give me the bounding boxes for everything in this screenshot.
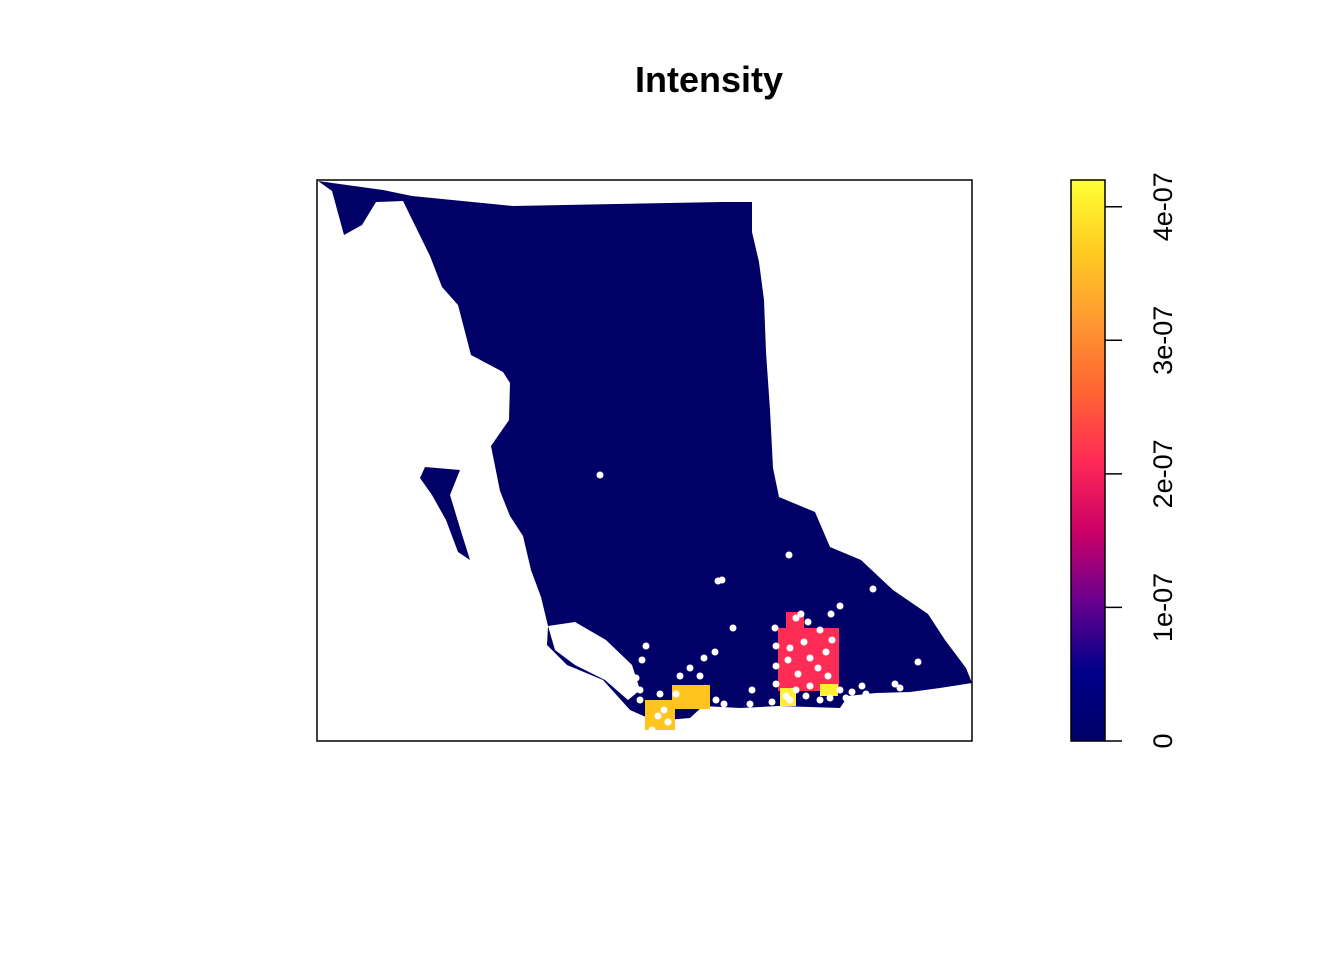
event-point: [712, 696, 720, 704]
event-point: [672, 690, 680, 698]
event-point: [596, 471, 604, 479]
event-point: [862, 690, 870, 698]
event-point: [672, 732, 680, 740]
event-point: [826, 694, 834, 702]
event-point: [814, 664, 822, 672]
event-point: [802, 692, 810, 700]
event-point: [824, 672, 832, 680]
event-point: [914, 658, 922, 666]
event-point: [842, 694, 850, 702]
event-point: [686, 664, 694, 672]
event-point: [822, 648, 830, 656]
intensity-cell-lower-mainland: [672, 685, 710, 709]
event-point: [869, 585, 877, 593]
map-base-region: [318, 181, 972, 721]
event-point: [636, 686, 644, 694]
event-point: [696, 672, 704, 680]
event-point: [772, 642, 780, 650]
event-point: [664, 718, 672, 726]
colorbar-tick-label: 0: [1148, 733, 1178, 748]
colorbar: [1070, 179, 1106, 742]
intensity-cell-south-okanagan: [820, 684, 838, 696]
intensity-map: [318, 181, 972, 721]
event-point: [800, 638, 808, 646]
event-point: [746, 700, 754, 708]
event-point: [711, 648, 719, 656]
event-point: [804, 618, 812, 626]
event-point: [786, 644, 794, 652]
event-point: [748, 686, 756, 694]
plot-frame: [316, 179, 973, 742]
colorbar-tick-label: 2e-07: [1148, 439, 1178, 508]
event-point: [784, 656, 792, 664]
event-point: [891, 680, 899, 688]
event-point: [828, 636, 836, 644]
event-point: [682, 726, 690, 734]
event-point: [772, 662, 780, 670]
event-point: [785, 551, 793, 559]
event-point: [636, 696, 644, 704]
event-points: [596, 471, 922, 744]
colorbar-tick-label: 1e-07: [1148, 573, 1178, 642]
event-point: [656, 690, 664, 698]
event-point: [718, 576, 726, 584]
event-point: [792, 614, 800, 622]
event-point: [771, 624, 779, 632]
event-point: [676, 672, 684, 680]
event-point: [729, 624, 737, 632]
event-point: [720, 700, 728, 708]
event-point: [792, 686, 800, 694]
event-point: [836, 686, 844, 694]
event-point: [772, 680, 780, 688]
event-point: [786, 696, 794, 704]
event-point: [848, 688, 856, 696]
colorbar-tick-label: 3e-07: [1148, 306, 1178, 375]
event-point: [858, 682, 866, 690]
event-point: [806, 682, 814, 690]
event-point: [827, 610, 835, 618]
event-point: [648, 726, 656, 734]
event-point: [797, 610, 805, 618]
event-point: [680, 736, 688, 744]
event-point: [794, 670, 802, 678]
event-point: [700, 654, 708, 662]
event-point: [642, 642, 650, 650]
event-point: [806, 654, 814, 662]
event-point: [896, 684, 904, 692]
map-island-region: [420, 467, 470, 560]
event-point: [632, 674, 640, 682]
event-point: [816, 696, 824, 704]
event-point: [816, 626, 824, 634]
event-point: [654, 712, 662, 720]
event-point: [638, 656, 646, 664]
event-point: [660, 706, 668, 714]
colorbar-tick-label: 4e-07: [1148, 172, 1178, 241]
chart-title: Intensity: [635, 59, 783, 100]
event-point: [836, 602, 844, 610]
colorbar-ticks: 0 1e-07 2e-07 3e-07 4e-07: [1105, 172, 1178, 749]
map-coastal-inlet: [548, 622, 640, 700]
event-point: [768, 698, 776, 706]
